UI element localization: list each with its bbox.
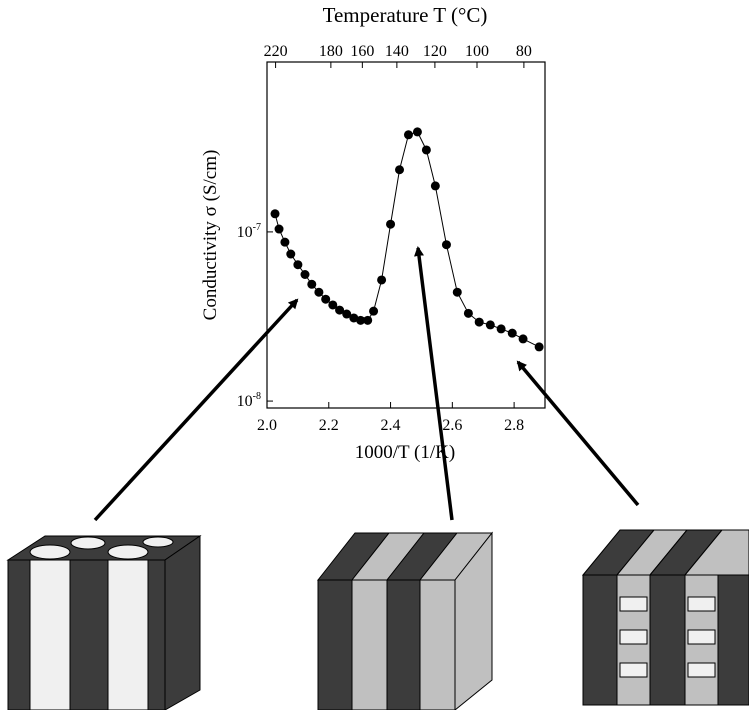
data-point [497, 324, 506, 333]
x-tick-label: 2.8 [504, 417, 524, 434]
data-point [314, 288, 323, 297]
x-tick-label: 2.4 [381, 417, 401, 434]
series-line [275, 132, 539, 347]
y-tick-label: 10-8 [237, 391, 261, 410]
arrow [418, 248, 452, 520]
arrow [518, 362, 638, 505]
data-point [307, 280, 316, 289]
data-point [377, 275, 386, 284]
figure: Temperature T (°C) 1000/T (1/K) Conducti… [0, 0, 749, 710]
data-point [486, 320, 495, 329]
data-point [453, 288, 462, 297]
x-tick-label: 2.2 [319, 417, 339, 434]
y-tick-base: 10 [237, 393, 253, 410]
cylinder-block [8, 536, 200, 710]
data-point [395, 165, 404, 174]
y-tick-exponent: -7 [253, 222, 261, 233]
data-point [508, 329, 517, 338]
data-point [321, 295, 330, 304]
data-point [363, 316, 372, 325]
data-point [404, 130, 413, 139]
data-point [369, 307, 378, 316]
data-point [422, 145, 431, 154]
data-point [293, 260, 302, 269]
perforated-lamellar-block [583, 530, 749, 705]
x2-tick-label: 220 [264, 43, 288, 60]
data-point [275, 225, 284, 234]
data-point [280, 238, 289, 247]
top-axis-title: Temperature T (°C) [323, 3, 488, 27]
y-axis-title: Conductivity σ (S/cm) [200, 150, 221, 321]
x-axis-title: 1000/T (1/K) [355, 442, 455, 463]
data-point [300, 270, 309, 279]
x2-tick-label: 180 [319, 43, 343, 60]
x2-tick-label: 100 [465, 43, 489, 60]
data-point [464, 309, 473, 318]
x2-tick-label: 160 [350, 43, 374, 60]
data-point [519, 334, 528, 343]
y-tick-exponent: -8 [253, 391, 261, 402]
arrow [95, 300, 297, 520]
data-point [431, 181, 440, 190]
data-point [386, 220, 395, 229]
x2-tick-label: 140 [385, 43, 409, 60]
x2-tick-label: 120 [423, 43, 447, 60]
x-tick-label: 2.0 [257, 417, 277, 434]
data-point [442, 240, 451, 249]
lamellar-block [318, 533, 492, 710]
x-tick-label: 2.6 [442, 417, 462, 434]
data-point [413, 127, 422, 136]
x2-tick-label: 80 [516, 43, 532, 60]
data-point [475, 318, 484, 327]
data-point [535, 342, 544, 351]
data-point [271, 209, 280, 218]
y-tick-label: 10-7 [237, 222, 261, 241]
data-point [286, 250, 295, 259]
plot-frame [267, 62, 545, 408]
y-tick-base: 10 [237, 224, 253, 241]
